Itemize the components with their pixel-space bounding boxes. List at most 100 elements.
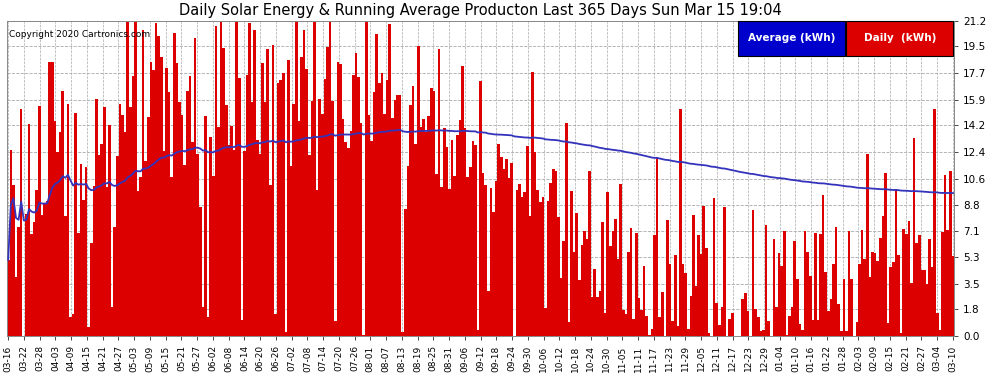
Bar xyxy=(549,183,552,336)
Bar xyxy=(628,252,630,336)
Bar xyxy=(287,60,290,336)
Bar xyxy=(399,94,401,336)
Bar xyxy=(466,177,469,336)
Bar xyxy=(692,215,695,336)
Bar xyxy=(391,118,394,336)
Bar xyxy=(285,332,287,336)
Bar xyxy=(655,158,658,336)
Bar xyxy=(650,329,653,336)
Bar xyxy=(778,253,780,336)
FancyBboxPatch shape xyxy=(739,21,845,56)
Bar xyxy=(622,310,625,336)
Bar xyxy=(61,91,64,336)
Bar xyxy=(671,321,674,336)
Bar xyxy=(186,91,189,336)
Bar xyxy=(799,324,801,336)
Bar xyxy=(53,122,56,336)
Bar xyxy=(246,75,248,336)
Bar xyxy=(404,209,407,336)
Bar xyxy=(916,243,918,336)
Bar xyxy=(407,166,409,336)
Bar xyxy=(258,154,261,336)
Bar xyxy=(900,333,902,336)
Bar xyxy=(415,144,417,336)
Bar xyxy=(370,141,373,336)
Bar xyxy=(542,197,545,336)
Bar xyxy=(943,175,946,336)
Bar xyxy=(471,141,474,336)
Bar xyxy=(145,161,148,336)
Bar xyxy=(676,326,679,336)
Bar xyxy=(607,192,609,336)
Bar xyxy=(367,116,370,336)
Bar xyxy=(12,185,15,336)
Bar xyxy=(575,213,578,336)
Text: Average (kWh): Average (kWh) xyxy=(748,33,836,44)
Bar xyxy=(10,150,12,336)
Bar xyxy=(108,125,111,336)
Bar xyxy=(74,113,77,336)
Bar xyxy=(373,92,375,336)
Bar xyxy=(250,102,253,336)
Bar xyxy=(41,215,44,336)
Bar xyxy=(181,116,183,336)
Bar xyxy=(949,171,951,336)
Bar xyxy=(209,137,212,336)
Bar xyxy=(458,120,461,336)
Bar xyxy=(744,293,746,336)
Bar xyxy=(149,62,152,336)
Bar xyxy=(111,307,113,336)
Bar xyxy=(264,102,266,336)
Bar xyxy=(951,256,954,336)
Bar xyxy=(100,144,103,336)
Bar xyxy=(658,316,661,336)
Bar xyxy=(684,273,687,336)
Bar xyxy=(689,296,692,336)
Bar xyxy=(82,200,85,336)
Bar xyxy=(36,190,38,336)
Bar xyxy=(20,109,23,336)
Bar xyxy=(98,155,100,336)
Bar xyxy=(311,101,313,336)
Bar xyxy=(573,252,575,336)
Bar xyxy=(918,235,921,336)
Bar xyxy=(66,104,69,336)
Bar xyxy=(170,177,173,336)
Bar xyxy=(874,253,876,336)
Bar xyxy=(388,24,391,336)
Bar xyxy=(785,334,788,336)
Bar xyxy=(217,127,220,336)
Bar xyxy=(687,329,689,336)
Bar xyxy=(269,185,271,336)
Bar xyxy=(565,123,567,336)
Bar xyxy=(503,170,505,336)
Bar xyxy=(241,320,244,336)
Bar xyxy=(56,152,58,336)
Bar xyxy=(796,279,799,336)
Bar xyxy=(817,320,820,336)
Bar xyxy=(609,246,612,336)
Bar xyxy=(474,145,477,336)
Bar xyxy=(189,76,191,336)
Bar xyxy=(383,114,386,336)
Bar xyxy=(51,62,53,336)
Bar xyxy=(49,62,51,336)
Bar xyxy=(630,228,633,336)
Bar xyxy=(279,80,282,336)
Bar xyxy=(889,267,892,336)
Bar xyxy=(28,124,31,336)
Bar xyxy=(77,233,79,336)
Bar xyxy=(303,30,305,336)
Bar xyxy=(292,105,295,336)
Bar xyxy=(220,21,223,336)
Bar xyxy=(212,176,215,336)
Bar xyxy=(238,78,241,336)
Bar xyxy=(85,167,87,336)
Bar xyxy=(154,23,157,336)
Bar xyxy=(137,191,140,336)
Bar xyxy=(425,132,428,336)
Bar xyxy=(15,277,17,336)
Bar xyxy=(420,127,422,336)
Bar xyxy=(87,327,90,336)
Bar xyxy=(428,116,430,336)
